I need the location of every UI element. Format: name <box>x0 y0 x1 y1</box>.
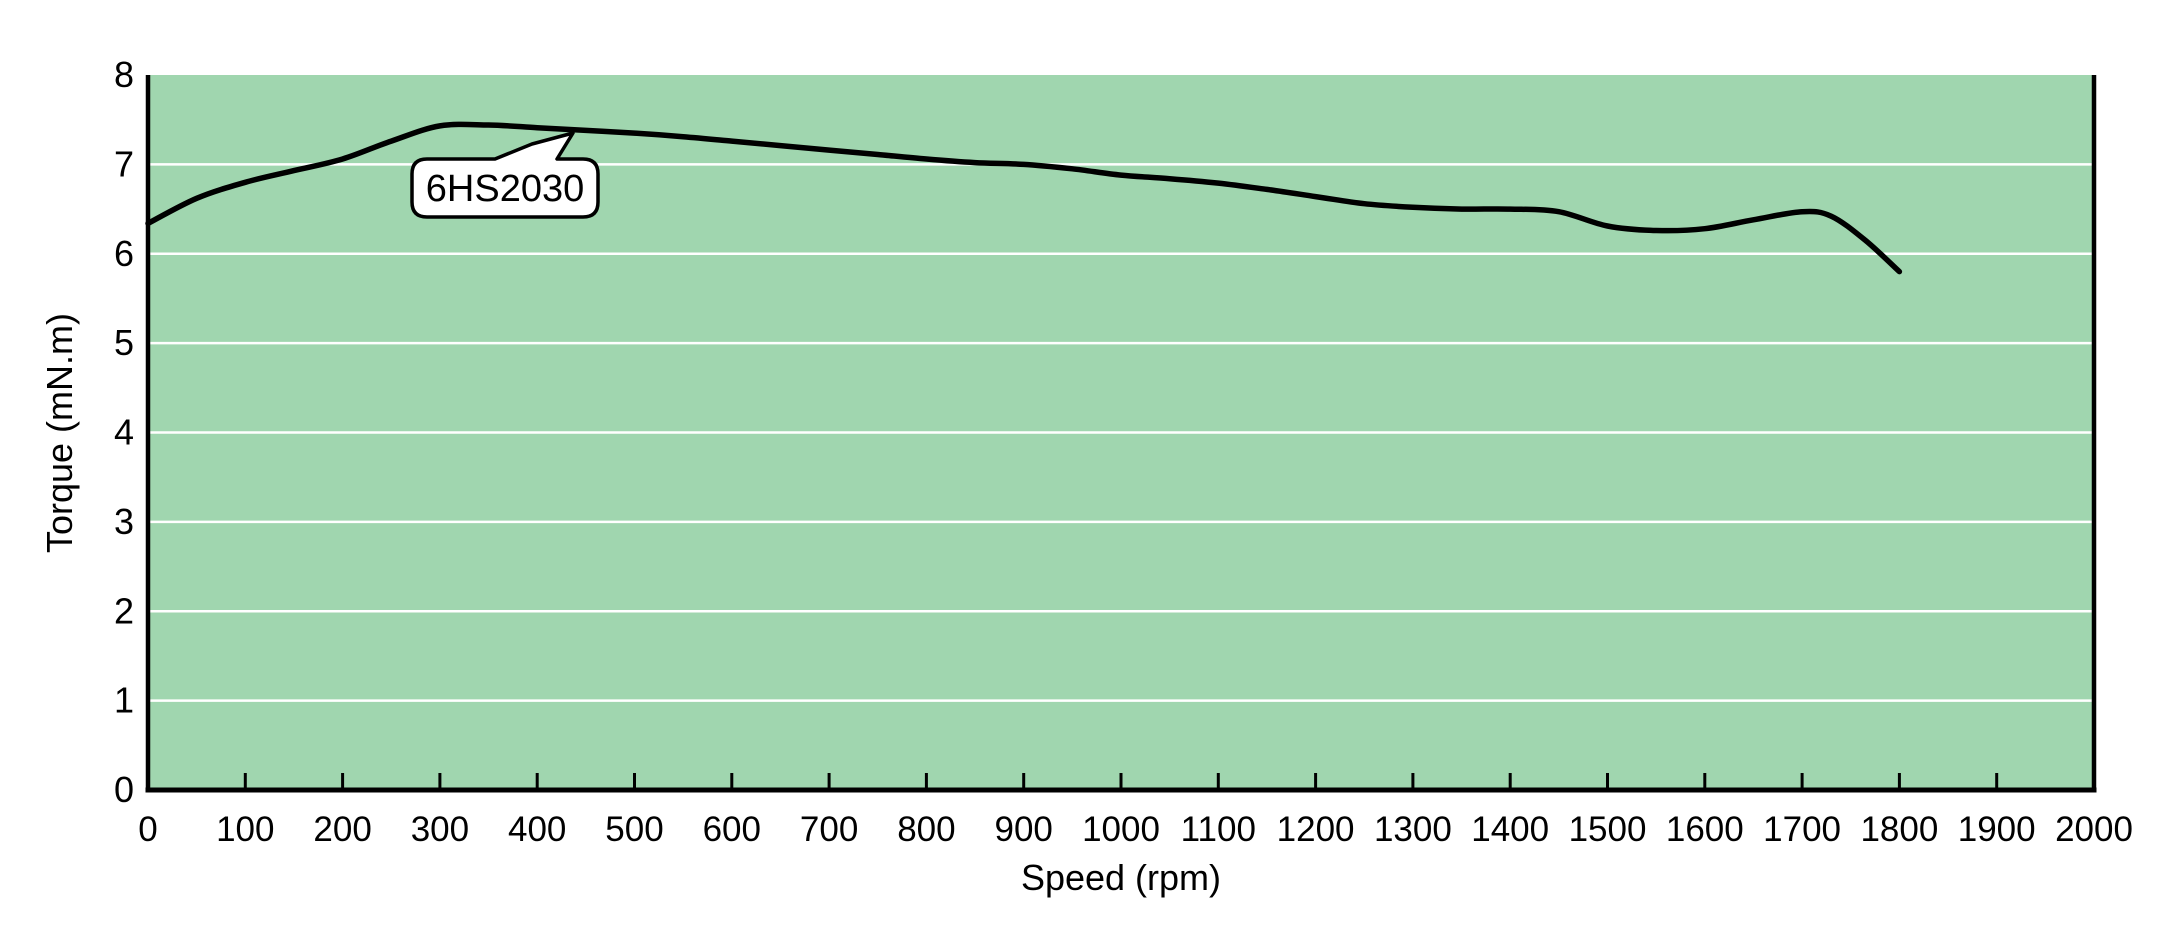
x-tick-label-1900: 1900 <box>1958 810 2036 849</box>
y-tick-label-1: 1 <box>114 680 134 721</box>
x-tick-label-1500: 1500 <box>1569 810 1647 849</box>
x-tick-label-1700: 1700 <box>1763 810 1841 849</box>
y-tick-label-6: 6 <box>114 233 134 274</box>
x-tick-label-1600: 1600 <box>1666 810 1744 849</box>
x-tick-label-300: 300 <box>411 810 469 849</box>
x-tick-label-1400: 1400 <box>1471 810 1549 849</box>
callout-label: 6HS2030 <box>426 168 584 210</box>
x-tick-label-1300: 1300 <box>1374 810 1452 849</box>
x-axis-title: Speed (rpm) <box>1020 857 1222 898</box>
x-tick-label-1000: 1000 <box>1082 810 1160 849</box>
x-tick-label-0: 0 <box>138 810 157 849</box>
x-tick-label-2000: 2000 <box>2055 810 2133 849</box>
x-tick-label-1200: 1200 <box>1277 810 1355 849</box>
y-axis-title: Torque (mN.m) <box>39 312 80 554</box>
x-tick-label-400: 400 <box>508 810 566 849</box>
callout-bubble <box>410 131 600 219</box>
x-tick-label-900: 900 <box>994 810 1052 849</box>
x-tick-label-1100: 1100 <box>1181 810 1256 849</box>
y-tick-label-7: 7 <box>114 143 134 184</box>
torque-curve-6HS2030 <box>145 121 1903 275</box>
x-tick-label-200: 200 <box>313 810 371 849</box>
x-tick-label-600: 600 <box>703 810 761 849</box>
x-tick-label-700: 700 <box>800 810 858 849</box>
y-tick-label-8: 8 <box>114 54 134 95</box>
y-tick-label-2: 2 <box>114 590 134 631</box>
x-tick-label-500: 500 <box>605 810 663 849</box>
y-tick-label-3: 3 <box>114 501 134 542</box>
x-tick-label-800: 800 <box>897 810 955 849</box>
x-tick-label-100: 100 <box>216 810 274 849</box>
y-tick-label-4: 4 <box>114 412 134 453</box>
y-tick-label-0: 0 <box>114 769 134 810</box>
y-tick-label-5: 5 <box>114 322 134 363</box>
x-tick-label-1800: 1800 <box>1860 810 1938 849</box>
